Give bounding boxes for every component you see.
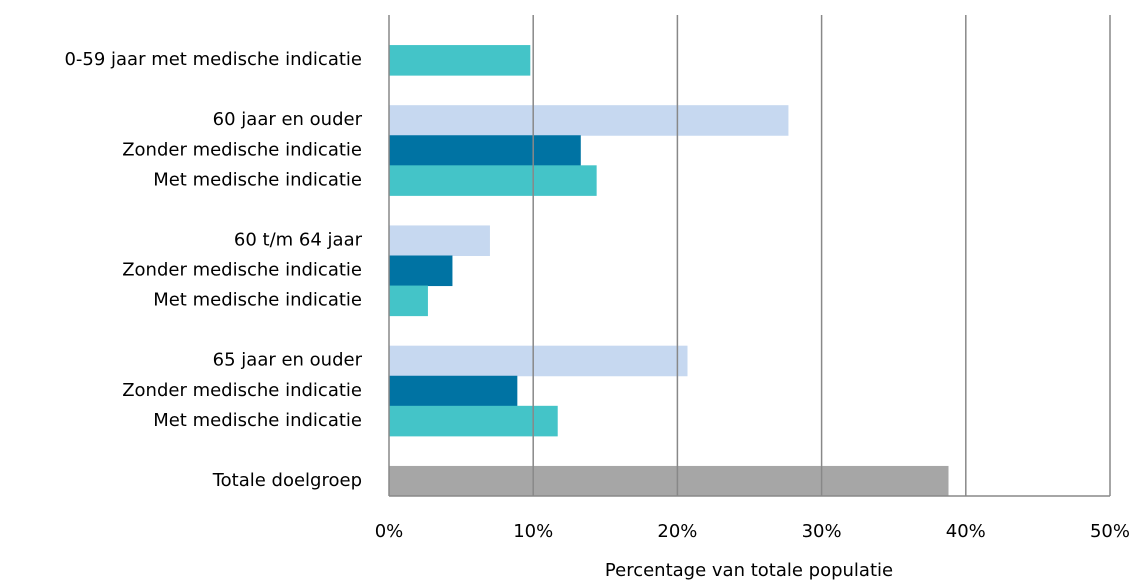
bar [389, 405, 558, 437]
bar [389, 45, 531, 76]
y-tick-label: 60 t/m 64 jaar [234, 229, 363, 250]
x-tick-label: 30% [802, 521, 842, 542]
y-tick-label: Met medische indicatie [153, 410, 362, 431]
y-tick-label: Met medische indicatie [153, 290, 362, 311]
bar [389, 375, 518, 407]
y-tick-label: 60 jaar en ouder [213, 109, 363, 130]
bar [389, 225, 490, 256]
bar [389, 255, 453, 287]
y-tick-label: Zonder medische indicatie [122, 380, 362, 401]
y-tick-label: Zonder medische indicatie [122, 139, 362, 160]
x-tick-label: 10% [513, 521, 553, 542]
y-tick-label: Totale doelgroep [212, 470, 362, 491]
bar [389, 345, 688, 377]
y-tick-label: Zonder medische indicatie [122, 260, 362, 281]
x-tick-label: 0% [375, 521, 404, 542]
bar [389, 165, 597, 196]
bar [389, 465, 949, 497]
x-tick-label: 20% [657, 521, 697, 542]
x-tick-label: 50% [1090, 521, 1130, 542]
x-tick-label: 40% [946, 521, 986, 542]
bar [389, 285, 428, 317]
bar [389, 135, 581, 166]
y-tick-label: 0-59 jaar met medische indicatie [64, 49, 362, 70]
bar [389, 105, 789, 136]
x-axis-title: Percentage van totale populatie [605, 560, 893, 581]
y-tick-label: Met medische indicatie [153, 169, 362, 190]
y-tick-label: 65 jaar en ouder [213, 350, 363, 371]
